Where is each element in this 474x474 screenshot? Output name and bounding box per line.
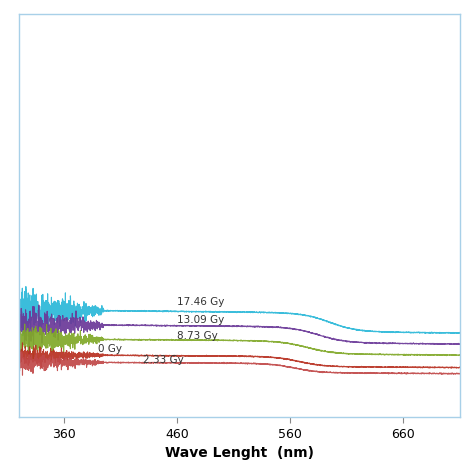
Text: 0 Gy: 0 Gy [98,345,122,355]
Text: 8.73 Gy: 8.73 Gy [177,331,218,341]
Text: 17.46 Gy: 17.46 Gy [177,297,225,307]
Text: 13.09 Gy: 13.09 Gy [177,315,225,325]
Text: 2.33 Gy: 2.33 Gy [143,356,184,365]
X-axis label: Wave Lenght  (nm): Wave Lenght (nm) [165,446,314,460]
